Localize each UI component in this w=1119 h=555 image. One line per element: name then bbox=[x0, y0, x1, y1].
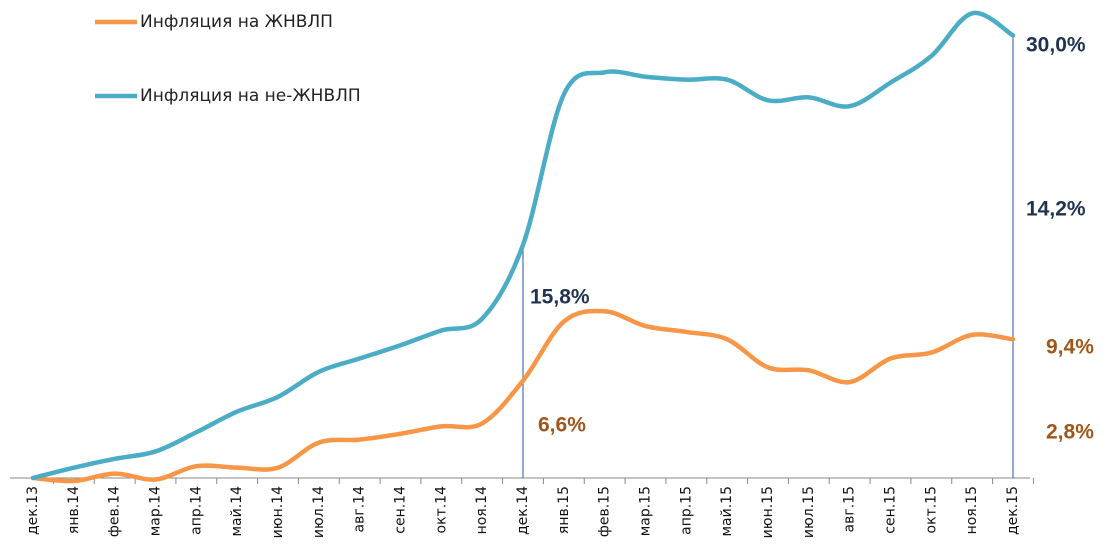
x-tick-label: мар.14 bbox=[148, 486, 164, 536]
series-line bbox=[30, 10, 1016, 481]
x-tick-label: июл.15 bbox=[801, 486, 817, 538]
annotation: 6,6% bbox=[538, 414, 586, 437]
x-tick-label: ноя.15 bbox=[964, 486, 980, 534]
x-tick-label: фев.15 bbox=[597, 486, 613, 537]
x-tick-label: сен.15 bbox=[883, 486, 899, 534]
series-line bbox=[30, 308, 1016, 484]
x-tick-label: сен.14 bbox=[393, 486, 409, 534]
x-tick-label: авг.15 bbox=[842, 486, 858, 532]
annotation: 14,2% bbox=[1026, 198, 1086, 221]
x-tick-label: янв.14 bbox=[66, 486, 82, 534]
x-tick-label: дек.14 bbox=[515, 486, 531, 535]
x-tick-label: апр.14 bbox=[188, 486, 204, 535]
x-tick-label: ноя.14 bbox=[474, 486, 490, 534]
annotation: 9,4% bbox=[1046, 336, 1094, 359]
x-tick-label: июл.14 bbox=[311, 486, 327, 538]
x-tick-label: окт.14 bbox=[433, 486, 449, 534]
legend-label: Инфляция на ЖНВЛП bbox=[140, 12, 333, 32]
legend: Инфляция на ЖНВЛП Инфляция на не-ЖНВЛП bbox=[95, 12, 361, 106]
x-tick-label: май.15 bbox=[719, 486, 735, 537]
x-tick-label: мар.15 bbox=[638, 486, 654, 536]
legend-label: Инфляция на не-ЖНВЛП bbox=[140, 86, 361, 106]
x-tick-label: окт.15 bbox=[923, 486, 939, 533]
x-tick-label: апр.15 bbox=[678, 486, 694, 535]
x-tick-label: янв.15 bbox=[556, 486, 572, 534]
x-tick-label: дек.13 bbox=[25, 486, 41, 535]
annotation: 15,8% bbox=[530, 286, 590, 309]
x-tick-label: фев.14 bbox=[107, 486, 123, 537]
annotation: 30,0% bbox=[1026, 34, 1086, 57]
x-tick-label: июн.15 bbox=[760, 486, 776, 538]
x-tick-label: дек.15 bbox=[1005, 486, 1021, 535]
x-tick-label: июн.14 bbox=[270, 486, 286, 538]
x-tick-label: авг.14 bbox=[352, 486, 368, 533]
x-tick-label: май.14 bbox=[229, 486, 245, 537]
annotation: 2,8% bbox=[1046, 421, 1094, 444]
